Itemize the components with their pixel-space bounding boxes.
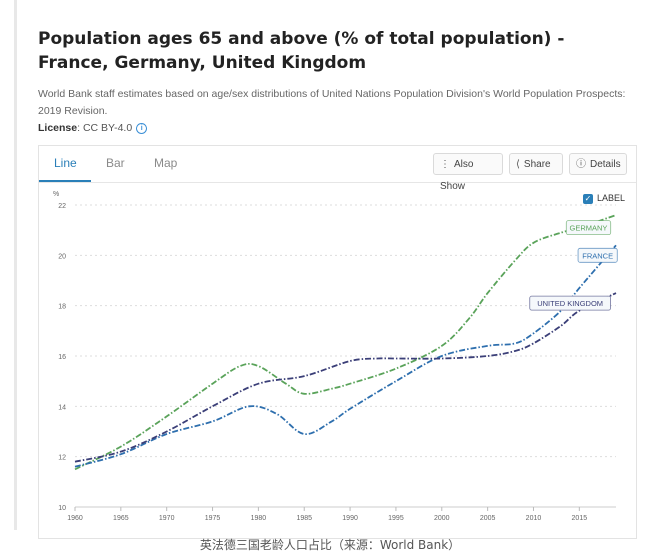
y-tick-label: 10 (58, 505, 66, 512)
series-label-united-kingdom: UNITED KINGDOM (529, 295, 611, 311)
line-chart: 10 12 14 16 18 20 22% 1960 1965 1970 1975 1980 1985… (53, 191, 618, 522)
tab-map[interactable]: Map (154, 156, 178, 170)
y-tick-label: 16 (58, 354, 66, 361)
label-text: UNITED KINGDOM (537, 299, 603, 308)
x-tick-label: 1975 (205, 515, 221, 522)
x-tick-label: 1995 (388, 515, 404, 522)
x-tick-label: 1960 (67, 515, 83, 522)
series-label-france: FRANCE (577, 247, 618, 263)
checkbox-checked-icon[interactable]: ✓ (583, 193, 593, 204)
page-title: Population ages 65 and above (% of total… (38, 29, 565, 73)
x-tick-label: 2015 (572, 515, 588, 522)
vertical-dots-icon: ⋮ (440, 159, 450, 170)
info-circle-icon: ⓘ (576, 159, 586, 170)
y-tick-label: 20 (58, 253, 66, 260)
series-label-germany: GERMANY (565, 220, 612, 236)
grid-lines (75, 204, 616, 508)
share-label: Share (523, 159, 551, 170)
license-label: License (38, 122, 78, 134)
series-line-united-kingdom[interactable] (74, 292, 617, 463)
x-axis: 1960 1965 1970 1975 1980 1985 1990 1995 2000 2005… (67, 506, 616, 522)
x-tick-label: 1990 (342, 515, 358, 522)
x-tick-label: 2000 (434, 515, 450, 522)
license-value: : CC BY-4.0 (77, 122, 133, 134)
license-row: License: CC BY-4.0 i (38, 122, 148, 134)
series-line-france[interactable] (74, 244, 617, 468)
x-tick-label: 1980 (251, 515, 267, 522)
tab-bar[interactable]: Bar (106, 156, 125, 170)
label-toggle[interactable]: ✓ LABEL (583, 193, 625, 204)
x-tick-label: 2005 (480, 515, 496, 522)
y-tick-label: 14 (58, 404, 66, 411)
figure-caption: 英法德三国老龄人口占比（来源：World Bank） (199, 538, 461, 552)
label-toggle-text: LABEL (597, 193, 626, 203)
tab-line[interactable]: Line (54, 156, 77, 170)
series-labels: GERMANY FRANCE UNITED KINGDOM (529, 220, 618, 311)
y-tick-label: 12 (58, 455, 66, 462)
label-box (577, 247, 618, 263)
also-show-button[interactable]: ⋮ Also Show (433, 153, 503, 192)
label-box (529, 295, 611, 311)
label-text: FRANCE (582, 251, 613, 260)
details-label: Details (590, 159, 621, 170)
y-axis-unit: % (53, 191, 59, 198)
indicator-description: World Bank staff estimates based on age/… (38, 88, 626, 117)
x-tick-label: 2010 (526, 515, 542, 522)
info-icon[interactable]: i (136, 122, 148, 134)
share-icon: ⟨ (516, 159, 520, 170)
active-tab-indicator (39, 180, 91, 182)
y-tick-label: 18 (58, 304, 66, 311)
series-line-germany[interactable] (74, 214, 617, 471)
label-box (565, 220, 612, 236)
y-axis: 10 12 14 16 18 20 22% (53, 191, 66, 512)
x-tick-label: 1985 (296, 515, 312, 522)
left-accent-bar (14, 0, 17, 530)
chart-tabs: Line Bar Map ⋮ Also Show ⟨ Share ⓘ Details (39, 146, 636, 192)
share-button[interactable]: ⟨ Share (509, 153, 563, 175)
also-show-label: Also Show (440, 159, 474, 192)
y-tick-label: 22 (58, 203, 66, 210)
label-text: GERMANY (570, 224, 608, 233)
series-lines (74, 214, 617, 471)
x-tick-label: 1965 (113, 515, 129, 522)
details-button[interactable]: ⓘ Details (569, 153, 627, 175)
x-tick-label: 1970 (159, 515, 175, 522)
